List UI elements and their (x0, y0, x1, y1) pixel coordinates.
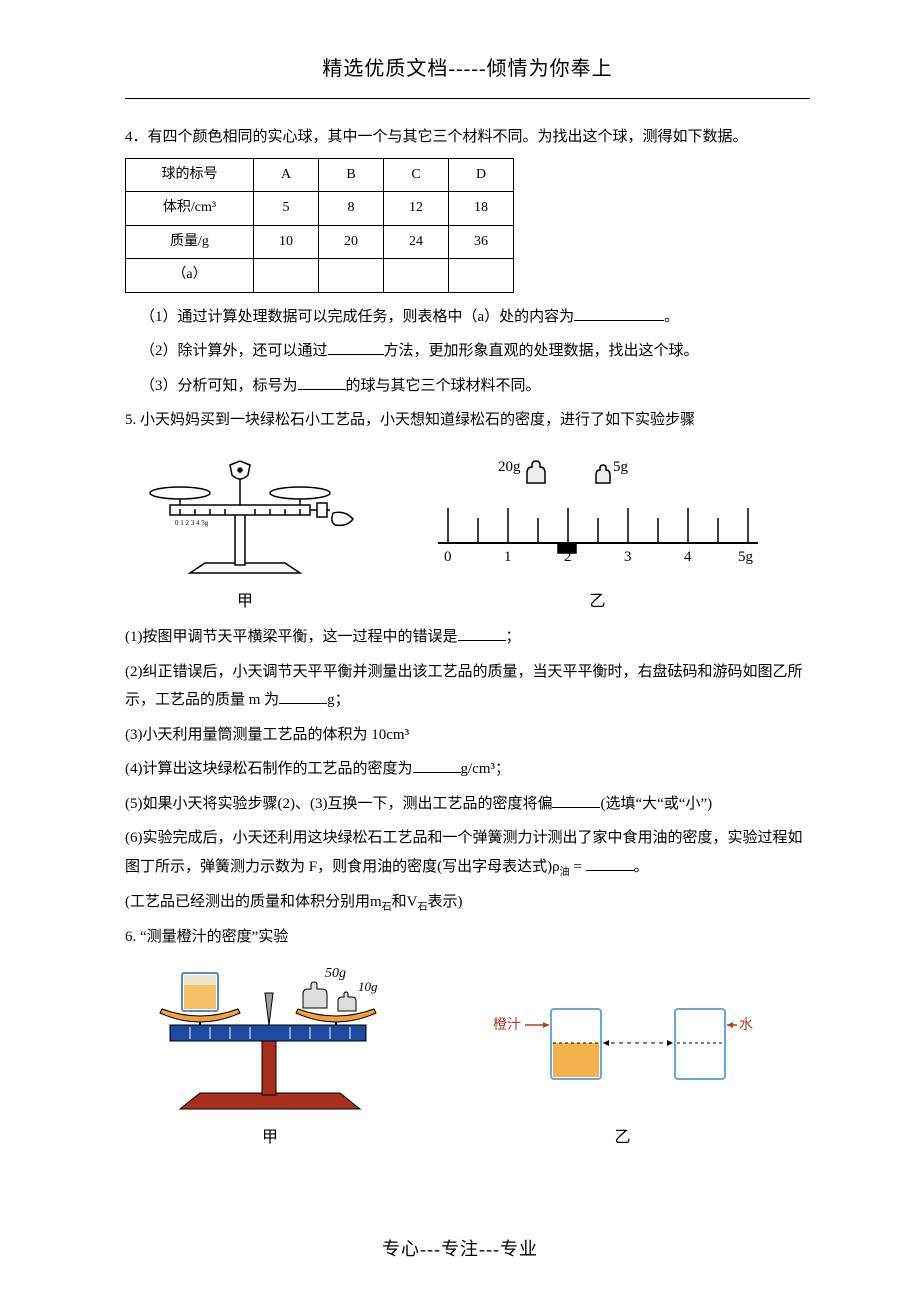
cell: 10 (254, 225, 319, 259)
svg-text:橙汁: 橙汁 (493, 1017, 521, 1033)
text: 方法，更加形象直观的处理数据，找出这个球。 (384, 343, 699, 359)
subscript: 油 (560, 867, 570, 878)
q5-sub1: (1)按图甲调节天平横梁平衡，这一过程中的错误是 ； (125, 623, 810, 652)
beakers-icon: 橙汁 水 (483, 989, 763, 1119)
q4-table: 球的标号 A B C D 体积/cm³ 5 8 12 18 质量/g 10 20… (125, 158, 514, 293)
cell: 8 (319, 192, 384, 226)
blank (413, 757, 461, 774)
blank (328, 339, 384, 356)
q5-sub5: (5)如果小天将实验步骤(2)、(3)互换一下，测出工艺品的密度将偏 (选填“大“… (125, 790, 810, 819)
cell: 12 (384, 192, 449, 226)
text: 。 (634, 859, 649, 875)
cell: 质量/g (126, 225, 254, 259)
text: (6)实验完成后，小天还利用这块绿松石工艺品和一个弹簧测力计测出了家中食用油的密… (125, 830, 803, 875)
svg-text:5g: 5g (613, 459, 629, 475)
text: (工艺品已经测出的质量和体积分别用m (125, 894, 382, 910)
cell: 36 (449, 225, 514, 259)
text: = (570, 859, 586, 875)
cell: 球的标号 (126, 158, 254, 192)
text: 和V (392, 894, 418, 910)
cell: 5 (254, 192, 319, 226)
q4-sub1: （1）通过计算处理数据可以完成任务，则表格中（a）处的内容为 。 (125, 303, 810, 332)
cell: 24 (384, 225, 449, 259)
text: g/cm³； (461, 761, 511, 777)
table-row: 质量/g 10 20 24 36 (126, 225, 514, 259)
balance-beaker-icon: 50g 10g (130, 959, 410, 1119)
svg-text:4: 4 (684, 549, 692, 565)
fig-label: 甲 (237, 587, 253, 617)
blank (298, 373, 346, 390)
svg-text:50g: 50g (325, 966, 346, 981)
fig-label: 乙 (614, 1123, 630, 1153)
footer-text: 专心---专注---专业 (0, 1232, 920, 1266)
svg-text:0 1 2 3 4 5g: 0 1 2 3 4 5g (175, 519, 209, 527)
text: （3）分析可知，标号为 (140, 378, 298, 394)
text: (1)按图甲调节天平横梁平衡，这一过程中的错误是 (125, 629, 458, 645)
svg-text:水: 水 (739, 1017, 753, 1033)
table-row: 体积/cm³ 5 8 12 18 (126, 192, 514, 226)
cell: （a） (126, 259, 254, 293)
header-title: 精选优质文档-----倾情为你奉上 (125, 50, 810, 99)
svg-text:1: 1 (504, 549, 512, 565)
blank (586, 854, 634, 871)
blank (458, 625, 506, 642)
blank (279, 688, 327, 705)
text: ； (506, 629, 521, 645)
text: (4)计算出这块绿松石制作的工艺品的密度为 (125, 761, 413, 777)
subscript: 石 (382, 902, 392, 913)
balance-scale-icon: 0 1 2 3 4 5g (135, 443, 355, 583)
fig-label: 甲 (262, 1123, 278, 1153)
q5-sub2: (2)纠正错误后，小天调节天平平衡并测量出该工艺品的质量，当天平平衡时，右盘砝码… (125, 658, 810, 715)
cell: A (254, 158, 319, 192)
text: g； (327, 692, 350, 708)
cell: 体积/cm³ (126, 192, 254, 226)
q5-sub6: (6)实验完成后，小天还利用这块绿松石工艺品和一个弹簧测力计测出了家中食用油的密… (125, 824, 810, 882)
q5-sub3: (3)小天利用量筒测量工艺品的体积为 10cm³ (125, 721, 810, 750)
text: 的球与其它三个球材料不同。 (346, 378, 541, 394)
cell: B (319, 158, 384, 192)
q5-prompt: 5. 小天妈妈买到一块绿松石小工艺品，小天想知道绿松石的密度，进行了如下实验步骤 (125, 406, 810, 435)
q4-sub3: （3）分析可知，标号为 的球与其它三个球材料不同。 (125, 372, 810, 401)
svg-text:5g: 5g (738, 549, 754, 565)
cell (319, 259, 384, 293)
text: （2）除计算外，还可以通过 (140, 343, 328, 359)
svg-text:3: 3 (624, 549, 632, 565)
svg-text:10g: 10g (358, 979, 378, 994)
weights-ruler-icon: 20g 5g 0 1 (428, 453, 768, 583)
q6-figures: 50g 10g 甲 橙汁 水 乙 (125, 959, 810, 1153)
cell (384, 259, 449, 293)
cell: 18 (449, 192, 514, 226)
subscript: 石 (418, 902, 428, 913)
svg-text:0: 0 (444, 549, 452, 565)
text: (2)纠正错误后，小天调节天平平衡并测量出该工艺品的质量，当天平平衡时，右盘砝码… (125, 664, 803, 709)
q6-prompt: 6. “测量橙汁的密度”实验 (125, 923, 810, 952)
text: 表示) (428, 894, 463, 910)
table-row: 球的标号 A B C D (126, 158, 514, 192)
fig-label: 乙 (589, 587, 605, 617)
cell: D (449, 158, 514, 192)
q4-prompt: 4．有四个颜色相同的实心球，其中一个与其它三个材料不同。为找出这个球，测得如下数… (125, 123, 810, 152)
q5-sub4: (4)计算出这块绿松石制作的工艺品的密度为 g/cm³； (125, 755, 810, 784)
text: (5)如果小天将实验步骤(2)、(3)互换一下，测出工艺品的密度将偏 (125, 796, 552, 812)
q5-note: (工艺品已经测出的质量和体积分别用m石和V石表示) (125, 888, 810, 917)
cell (449, 259, 514, 293)
table-row: （a） (126, 259, 514, 293)
cell: C (384, 158, 449, 192)
svg-text:20g: 20g (498, 459, 521, 475)
text: (选填“大“或“小”) (600, 796, 712, 812)
blank (552, 791, 600, 808)
q4-sub2: （2）除计算外，还可以通过 方法，更加形象直观的处理数据，找出这个球。 (125, 337, 810, 366)
cell (254, 259, 319, 293)
text: 。 (664, 309, 679, 325)
blank (574, 304, 664, 321)
cell: 20 (319, 225, 384, 259)
q5-figures: 0 1 2 3 4 5g 甲 20g (125, 443, 810, 617)
text: （1）通过计算处理数据可以完成任务，则表格中（a）处的内容为 (140, 309, 574, 325)
